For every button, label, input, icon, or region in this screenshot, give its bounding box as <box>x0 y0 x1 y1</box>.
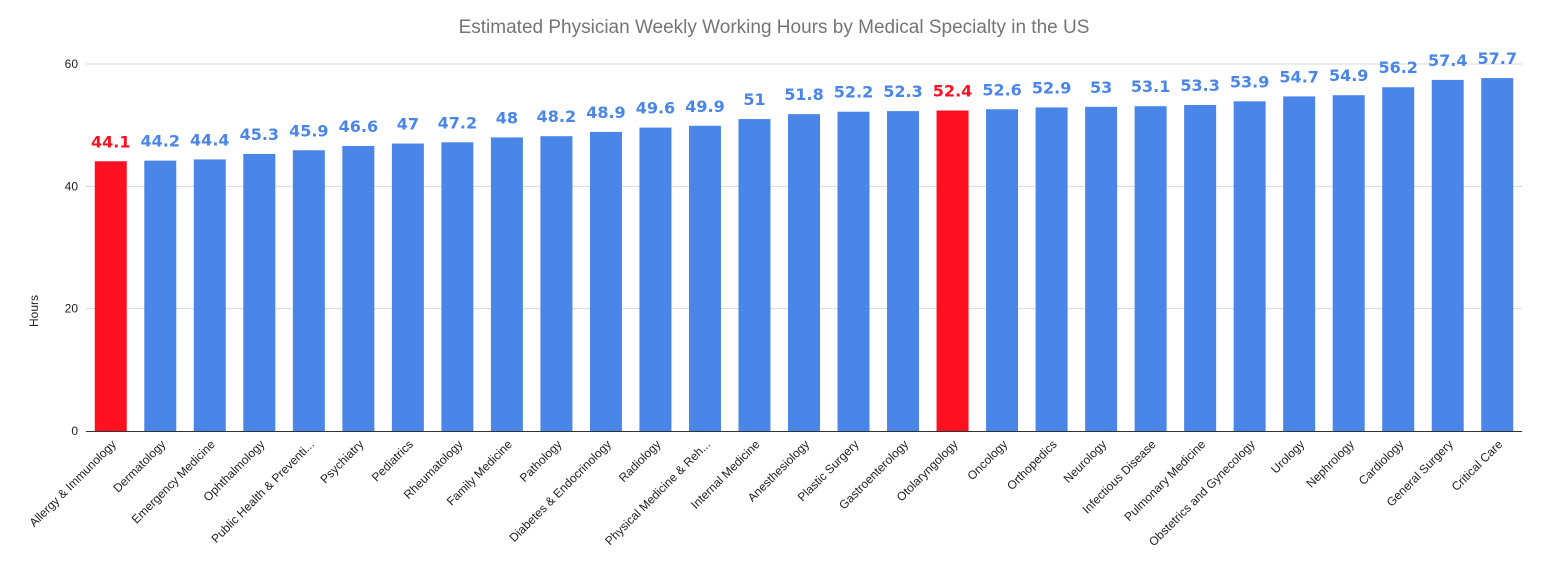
bar <box>738 119 771 432</box>
y-tick-label: 0 <box>71 424 78 438</box>
data-label: 48 <box>496 108 518 127</box>
category-label: Radiology <box>616 437 664 485</box>
data-label: 51.8 <box>784 85 823 104</box>
bar <box>342 145 375 431</box>
category-label: Oncology <box>964 437 1010 483</box>
category-label: Neurology <box>1061 437 1110 486</box>
data-label: 47 <box>397 115 419 134</box>
category-label: Cardiology <box>1356 437 1406 487</box>
bar <box>589 131 622 431</box>
y-tick-label: 20 <box>65 302 79 316</box>
y-axis-ticks: 0 20 40 60 <box>65 57 79 438</box>
data-label: 53.1 <box>1131 77 1170 96</box>
bar <box>639 127 672 432</box>
bar <box>441 142 474 432</box>
data-label: 52.4 <box>933 81 972 100</box>
bar <box>193 159 226 432</box>
bar <box>1431 79 1464 432</box>
data-label: 45.3 <box>240 125 279 144</box>
data-label: 52.2 <box>834 83 873 102</box>
data-label: 44.1 <box>91 132 130 151</box>
bar <box>94 161 127 431</box>
y-tick-label: 60 <box>65 57 79 71</box>
data-label: 53.9 <box>1230 72 1269 91</box>
data-label: 54.7 <box>1279 67 1318 86</box>
data-label: 44.2 <box>141 132 180 151</box>
y-axis-label: Hours <box>27 295 41 327</box>
bars <box>94 78 1514 432</box>
bar <box>391 143 424 431</box>
category-label: Obstetrics and Gynecology <box>1146 437 1258 549</box>
category-label: Pediatrics <box>369 437 416 484</box>
bar <box>292 150 325 431</box>
category-label: Nephrology <box>1304 437 1357 490</box>
data-label: 44.4 <box>190 130 229 149</box>
bar <box>1035 107 1068 432</box>
data-label: 52.6 <box>982 80 1021 99</box>
x-axis-categories: Allergy & ImmunologyDermatologyEmergency… <box>26 437 1505 549</box>
bar <box>1481 78 1514 431</box>
data-label: 52.3 <box>883 82 922 101</box>
data-labels: 44.1 44.2 44.4 45.3 45.9 46.6 47 47.2 48 48.2 48.9… <box>91 49 1517 151</box>
data-label: 57.4 <box>1428 51 1467 70</box>
bar <box>986 109 1019 431</box>
category-label: Pathology <box>517 437 565 485</box>
bar <box>144 160 177 431</box>
bar <box>837 111 870 432</box>
data-label: 53.3 <box>1180 76 1219 95</box>
data-label: 54.9 <box>1329 66 1368 85</box>
data-label: 57.7 <box>1477 49 1516 68</box>
category-label: Public Health & Preventi... <box>208 437 316 545</box>
bar <box>1184 104 1217 431</box>
data-label: 48.9 <box>586 103 625 122</box>
data-label: 53 <box>1090 78 1112 97</box>
data-label: 56.2 <box>1378 58 1417 77</box>
category-label: Pulmonary Medicine <box>1121 437 1208 524</box>
bar <box>540 136 573 431</box>
data-label: 47.2 <box>438 113 477 132</box>
data-label: 52.9 <box>1032 78 1071 97</box>
bar <box>688 125 721 431</box>
data-label: 48.2 <box>537 107 576 126</box>
bar <box>1134 106 1167 431</box>
bar <box>1382 87 1415 432</box>
bar <box>1283 96 1316 432</box>
category-label: Psychiatry <box>317 437 366 486</box>
data-label: 51 <box>743 90 765 109</box>
bar <box>887 111 920 431</box>
bar <box>1332 95 1365 431</box>
category-label: Urology <box>1268 437 1307 476</box>
category-label: Diabetes & Endocrinology <box>507 437 615 545</box>
chart-title: Estimated Physician Weekly Working Hours… <box>459 17 1090 38</box>
y-tick-label: 40 <box>65 179 79 193</box>
bar <box>1233 101 1266 431</box>
category-label: Emergency Medicine <box>129 437 218 526</box>
bar <box>243 153 276 432</box>
bar <box>788 114 820 431</box>
data-label: 49.9 <box>685 97 724 116</box>
bar <box>936 110 969 432</box>
data-label: 46.6 <box>339 117 378 136</box>
data-label: 49.6 <box>636 99 675 118</box>
data-label: 45.9 <box>289 121 328 140</box>
category-label: Orthopedics <box>1004 437 1060 493</box>
category-label: Allergy & Immunology <box>26 437 118 529</box>
bar <box>490 137 523 431</box>
category-label: Critical Care <box>1449 437 1506 494</box>
bar <box>1085 106 1118 431</box>
